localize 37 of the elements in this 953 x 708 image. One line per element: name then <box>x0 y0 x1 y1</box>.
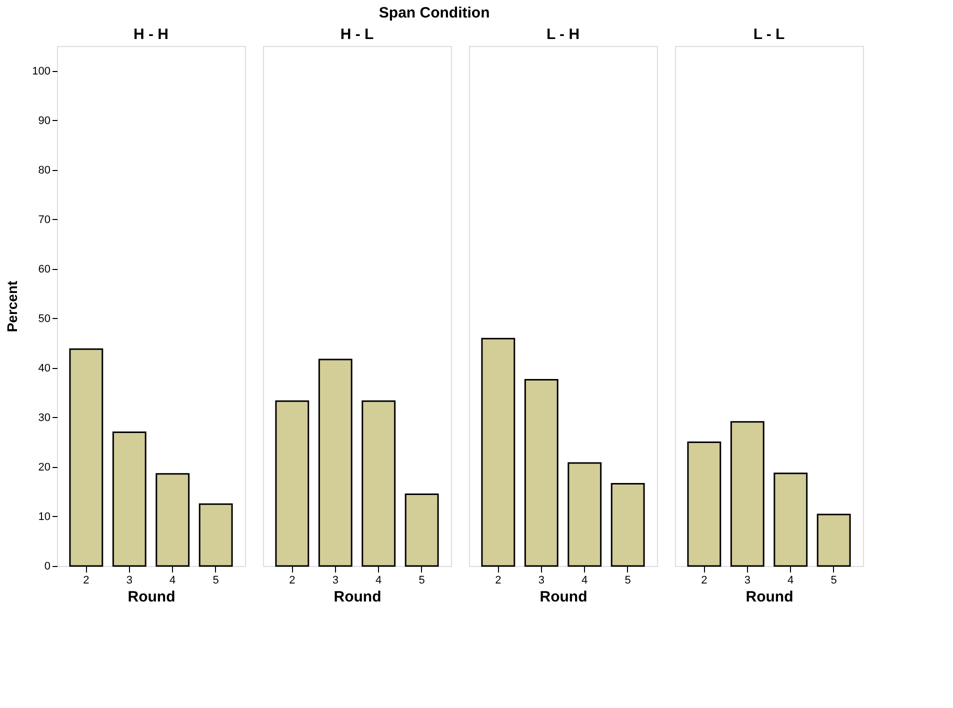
x-tick-label: 4 <box>788 574 794 586</box>
chart-title: H - H <box>134 26 168 43</box>
chart-title: H - L <box>340 26 374 43</box>
x-axis-title: Round <box>334 588 382 606</box>
x-tick-label: 5 <box>830 574 837 586</box>
x-tick-label: 2 <box>289 574 296 586</box>
x-tick-label: 4 <box>582 574 588 586</box>
x-tick-label: 2 <box>701 574 708 586</box>
y-tick-label: 100 <box>32 65 50 78</box>
x-tick-label: 3 <box>126 574 132 586</box>
text: Span Condition <box>378 4 490 22</box>
y-tick-label: 30 <box>38 412 50 424</box>
x-axis-title: Round <box>128 588 176 606</box>
y-tick-label: 40 <box>38 362 50 374</box>
y-tick-label: 10 <box>38 510 50 523</box>
x-tick-label: 2 <box>83 574 90 586</box>
x-tick-label: 5 <box>624 574 631 586</box>
x-axis-title: Round <box>746 588 794 606</box>
y-tick-label: 50 <box>38 312 50 325</box>
y-axis-title: Percent <box>4 280 20 332</box>
x-tick-label: 3 <box>332 574 338 586</box>
y-tick-label: 70 <box>38 214 50 226</box>
x-tick-label: 5 <box>212 574 219 586</box>
x-axis-title: Round <box>540 588 588 606</box>
chart-title: L - L <box>753 26 785 43</box>
x-tick-label: 4 <box>376 574 382 586</box>
y-tick-label: 80 <box>38 164 50 176</box>
x-tick-label: 2 <box>495 574 502 586</box>
x-tick-label: 4 <box>170 574 176 586</box>
y-tick-label: 20 <box>38 461 50 474</box>
x-tick-label: 3 <box>538 574 544 586</box>
chart-title: L - H <box>546 26 580 43</box>
x-tick-label: 5 <box>418 574 425 586</box>
y-tick-label: 60 <box>38 263 50 276</box>
y-tick-label: 0 <box>44 560 50 572</box>
x-tick-label: 3 <box>744 574 750 586</box>
y-tick-label: 90 <box>38 114 50 127</box>
